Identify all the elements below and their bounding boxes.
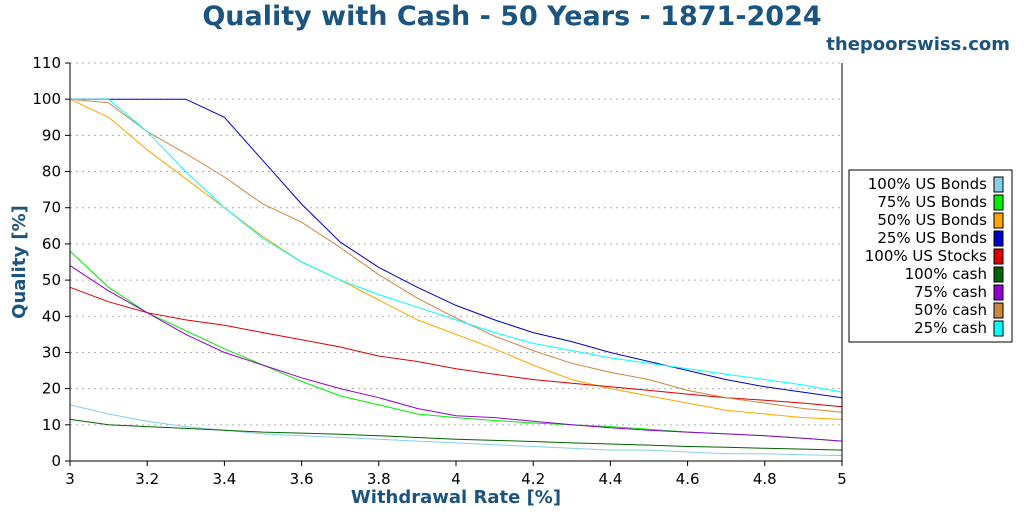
legend-label: 75% US Bonds [877, 193, 987, 211]
y-tick-label: 20 [42, 380, 61, 398]
x-tick-label: 4.2 [521, 470, 545, 488]
y-tick-label: 30 [42, 343, 61, 361]
y-tick-label: 10 [42, 416, 61, 434]
x-tick-label: 4.6 [676, 470, 700, 488]
legend-swatch [993, 176, 1004, 193]
legend-box [848, 169, 1013, 343]
y-tick-label: 110 [32, 54, 61, 72]
x-tick-label: 3.6 [290, 470, 314, 488]
site-name: thepoorswiss.com [826, 34, 1010, 55]
series-line [69, 98, 843, 413]
x-tick-label: 4.4 [598, 470, 622, 488]
legend-swatch [993, 284, 1004, 301]
legend-label: 100% US Bonds [868, 175, 987, 193]
legend-label: 100% US Stocks [865, 247, 987, 265]
y-tick-label: 40 [42, 307, 61, 325]
series-line [69, 286, 843, 408]
legend-swatch [993, 212, 1004, 229]
series-line [70, 98, 843, 399]
legend-swatch [993, 320, 1004, 337]
legend-swatch [993, 248, 1004, 265]
x-tick-label: 3.2 [135, 470, 159, 488]
y-tick-label: 90 [42, 126, 61, 144]
x-tick-label: 5 [837, 470, 847, 488]
series-line [70, 98, 843, 393]
axes [69, 63, 843, 462]
y-tick-label: 70 [42, 199, 61, 217]
y-tick-label: 50 [42, 271, 61, 289]
series-line [69, 98, 843, 420]
y-tick-label: 60 [42, 235, 61, 253]
legend-swatch [993, 194, 1004, 211]
series-line [69, 265, 843, 442]
legend-swatch [993, 230, 1004, 247]
y-tick-label: 0 [51, 452, 61, 470]
legend-label: 50% cash [914, 301, 987, 319]
y-axis-title: Quality [%] [9, 205, 30, 319]
legend-label: 100% cash [905, 265, 987, 283]
legend-label: 75% cash [914, 283, 987, 301]
series-lines [69, 98, 843, 457]
legend-label: 50% US Bonds [877, 211, 987, 229]
series-line [69, 404, 843, 457]
x-tick-label: 3 [65, 470, 75, 488]
y-tick-label: 80 [42, 163, 61, 181]
grid [70, 62, 842, 426]
ticks: 0 10 20 30 40 50 60 70 80 90 100 110 3 3.2 3.4 3.6 3.8 4 4… [32, 54, 846, 488]
y-tick-label: 100 [32, 90, 61, 108]
legend-swatch [993, 266, 1004, 283]
chart-title: Quality with Cash - 50 Years - 1871-2024 [202, 1, 822, 32]
x-tick-label: 3.4 [212, 470, 236, 488]
x-tick-label: 4 [451, 470, 461, 488]
series-line [69, 418, 843, 451]
x-tick-label: 3.8 [367, 470, 391, 488]
legend-label: 25% cash [914, 319, 987, 337]
legend-label: 25% US Bonds [877, 229, 987, 247]
x-axis-title: Withdrawal Rate [%] [351, 487, 561, 508]
legend-swatch [993, 302, 1004, 319]
x-tick-label: 4.8 [753, 470, 777, 488]
